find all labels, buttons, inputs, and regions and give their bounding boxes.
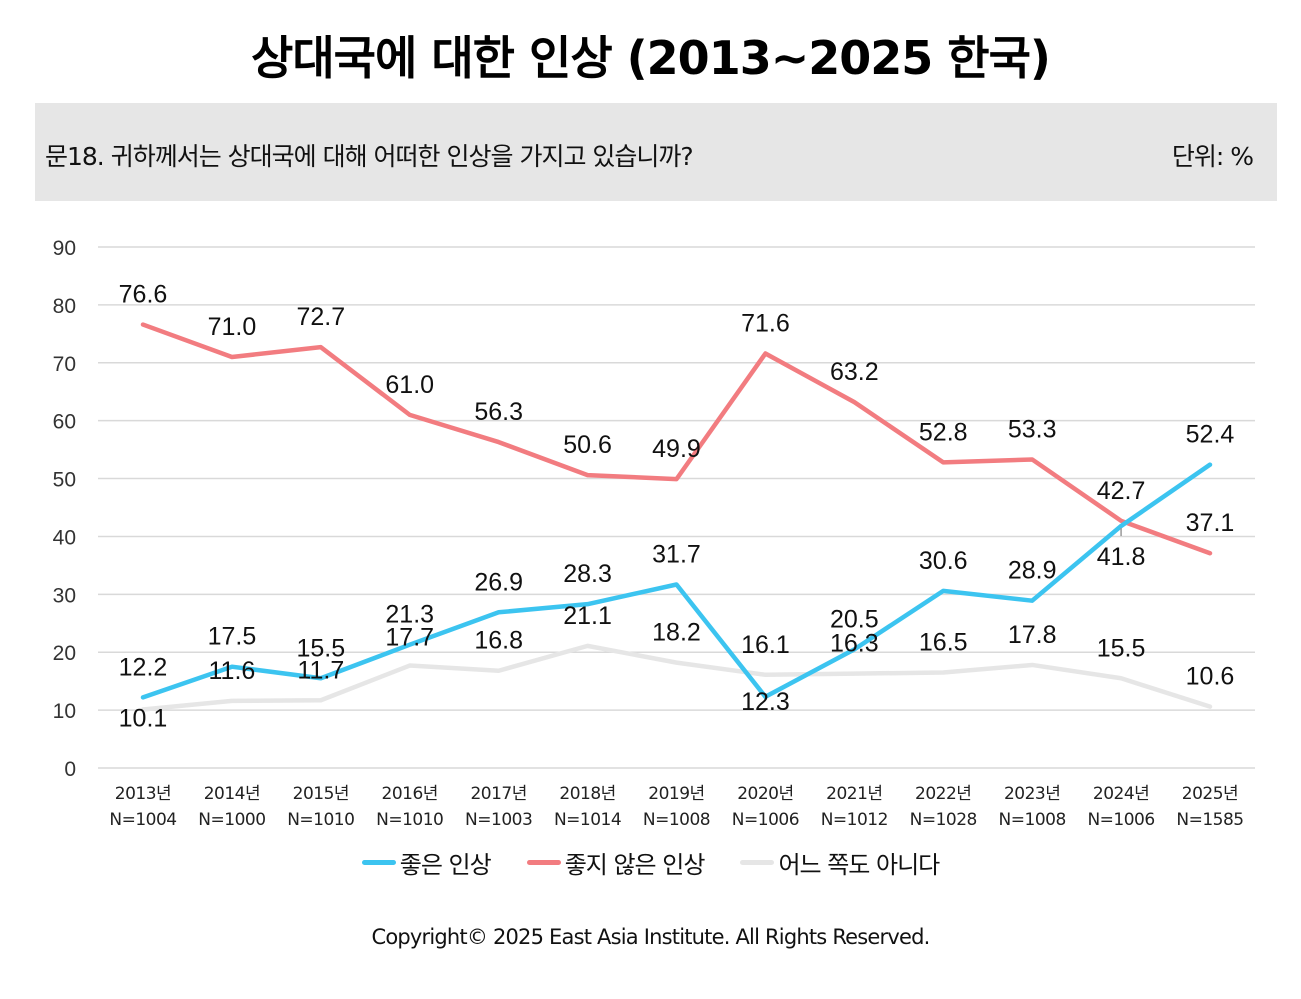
data-label-neither: 17.8 <box>1008 621 1057 649</box>
data-label-bad: 63.2 <box>830 358 879 386</box>
data-label-bad: 76.6 <box>119 281 168 309</box>
legend-item-bad[interactable]: 좋지 않은 인상 <box>526 845 706 880</box>
data-label-bad: 61.0 <box>385 371 434 399</box>
legend-swatch-bad <box>526 860 561 865</box>
y-tick-label: 50 <box>53 469 76 492</box>
data-label-good: 21.3 <box>385 601 434 629</box>
data-label-bad: 71.6 <box>741 310 790 338</box>
data-label-good: 41.8 <box>1097 543 1146 571</box>
legend-swatch-neither <box>740 860 775 865</box>
data-label-bad: 52.8 <box>919 418 968 446</box>
data-label-neither: 16.3 <box>830 630 879 658</box>
x-category-n: N=1010 <box>287 810 354 830</box>
x-category-year: 2020년 <box>737 784 793 804</box>
x-category-year: 2021년 <box>826 784 882 804</box>
chart-legend: 좋은 인상 좋지 않은 인상 어느 쪽도 아니다 <box>0 845 1301 880</box>
x-category-year: 2016년 <box>382 784 438 804</box>
data-label-neither: 17.7 <box>385 624 434 652</box>
data-label-bad: 71.0 <box>208 313 257 341</box>
data-label-good: 28.3 <box>563 560 612 588</box>
copyright-notice: Copyright© 2025 East Asia Institute. All… <box>371 925 930 949</box>
data-label-good: 31.7 <box>652 540 701 568</box>
data-label-neither: 11.7 <box>297 656 344 684</box>
data-label-neither: 11.6 <box>209 657 256 685</box>
x-category-year: 2025년 <box>1182 784 1238 804</box>
x-category-n: N=1006 <box>1087 810 1154 830</box>
x-category-n: N=1010 <box>376 810 443 830</box>
data-label-good: 26.9 <box>474 568 523 596</box>
y-tick-label: 80 <box>53 295 76 318</box>
series-line-neither <box>140 643 1213 712</box>
y-tick-label: 70 <box>53 353 76 376</box>
data-label-bad: 56.3 <box>474 398 523 426</box>
x-category-n: N=1008 <box>999 810 1066 830</box>
data-label-good: 17.5 <box>208 623 257 651</box>
data-label-good: 52.4 <box>1186 421 1235 449</box>
legend-label-good: 좋은 인상 <box>399 851 492 879</box>
series-line-good <box>140 462 1213 700</box>
gridlines <box>98 246 1255 769</box>
data-label-good: 12.2 <box>119 653 168 681</box>
unit-label: 단위: % <box>1171 142 1254 171</box>
data-label-bad: 53.3 <box>1008 415 1057 443</box>
legend-label-bad: 좋지 않은 인상 <box>564 851 706 879</box>
x-category-year: 2022년 <box>915 784 971 804</box>
legend-swatch-good <box>361 860 396 865</box>
data-label-good: 28.9 <box>1008 557 1057 585</box>
data-label-bad: 37.1 <box>1186 509 1235 537</box>
x-category-year: 2018년 <box>559 784 615 804</box>
data-label-neither: 16.1 <box>741 631 790 659</box>
data-label-bad: 42.7 <box>1097 477 1146 505</box>
data-label-good: 30.6 <box>919 547 968 575</box>
data-label-good: 20.5 <box>830 605 879 633</box>
legend-label-neither: 어느 쪽도 아니다 <box>778 851 940 879</box>
y-axis-ticks: 0 10 20 30 40 50 60 70 80 90 <box>53 237 76 781</box>
y-tick-label: 10 <box>53 700 76 723</box>
survey-question: 문18. 귀하께서는 상대국에 대해 어떠한 인상을 가지고 있습니까? <box>45 142 694 171</box>
data-label-neither: 16.5 <box>919 628 968 656</box>
x-category-n: N=1012 <box>821 810 888 830</box>
data-label-good: 12.3 <box>741 688 790 716</box>
x-category-n: N=1014 <box>554 810 621 830</box>
x-category-year: 2015년 <box>293 784 349 804</box>
x-category-year: 2024년 <box>1093 784 1149 804</box>
x-category-n: N=1004 <box>109 810 176 830</box>
y-tick-label: 90 <box>53 237 76 260</box>
data-label-bad: 49.9 <box>652 435 701 463</box>
x-category-year: 2014년 <box>204 784 260 804</box>
legend-item-neither[interactable]: 어느 쪽도 아니다 <box>740 845 940 880</box>
x-category-n: N=1006 <box>732 810 799 830</box>
x-axis-categories: 2013년 N=1004 2014년 N=1000 2015년 N=1010 2016년 N=… <box>109 784 1244 830</box>
y-tick-label: 60 <box>53 411 76 434</box>
y-tick-label: 40 <box>53 526 76 549</box>
x-category-n: N=1008 <box>643 810 710 830</box>
x-category-year: 2019년 <box>648 784 704 804</box>
y-tick-label: 0 <box>64 758 76 781</box>
chart-title: 상대국에 대한 인상 (2013~2025 한국) <box>251 31 1051 85</box>
x-category-n: N=1585 <box>1176 810 1243 830</box>
x-category-n: N=1028 <box>910 810 977 830</box>
data-label-neither: 10.6 <box>1186 663 1235 691</box>
x-category-year: 2017년 <box>470 784 526 804</box>
series-lines <box>140 322 1213 712</box>
series-line-bad <box>140 322 1213 556</box>
x-category-year: 2023년 <box>1004 784 1060 804</box>
data-labels: 10.1 11.6 11.7 17.7 16.8 21.1 18.2 16.1 16.3 16.5… <box>119 281 1235 733</box>
data-label-neither: 16.8 <box>474 627 523 655</box>
data-label-neither: 15.5 <box>1097 634 1146 662</box>
legend-item-good[interactable]: 좋은 인상 <box>361 845 492 880</box>
x-category-n: N=1003 <box>465 810 532 830</box>
x-category-n: N=1000 <box>198 810 265 830</box>
data-label-bad: 50.6 <box>563 431 612 459</box>
x-category-year: 2013년 <box>115 784 171 804</box>
data-label-neither: 18.2 <box>652 619 701 647</box>
y-tick-label: 20 <box>53 642 76 665</box>
data-label-good: 15.5 <box>296 634 345 662</box>
question-banner: 문18. 귀하께서는 상대국에 대해 어떠한 인상을 가지고 있습니까? 단위:… <box>35 103 1277 201</box>
y-tick-label: 30 <box>53 584 76 607</box>
data-label-neither: 10.1 <box>119 705 168 733</box>
data-label-bad: 72.7 <box>296 303 345 331</box>
data-label-neither: 21.1 <box>563 602 612 630</box>
